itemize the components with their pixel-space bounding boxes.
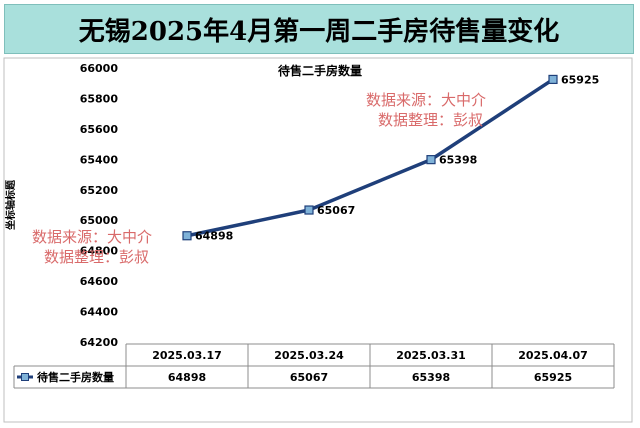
- chart-title: 待售二手房数量: [278, 63, 362, 78]
- data-point: [304, 205, 314, 215]
- data-table: 待售二手房数量 2025.03.17 64898 2025.03.24 65067 20…: [13, 343, 615, 389]
- x-category-label: 2025.04.07: [518, 349, 588, 362]
- watermark-1: 数据来源：大中介 数据整理：彭叔: [366, 90, 486, 130]
- y-axis-ticks: 64200 64400 64600 64800 65000 65200 65400 65600…: [80, 62, 119, 349]
- y-axis-title: 坐标轴标题: [4, 179, 17, 230]
- watermark-1-line2: 数据整理：彭叔: [378, 111, 484, 129]
- y-tick-label: 65600: [80, 123, 119, 136]
- data-label: 65067: [317, 204, 355, 217]
- y-tick-label: 66000: [80, 62, 119, 75]
- x-category-label: 2025.03.31: [396, 349, 466, 362]
- y-tick-label: 65200: [80, 184, 119, 197]
- banner-title: 无锡2025年4月第一周二手房待售量变化: [4, 4, 634, 54]
- y-tick-label: 64600: [80, 275, 119, 288]
- legend-series-name: 待售二手房数量: [36, 370, 114, 384]
- watermark-1-line1: 数据来源：大中介: [366, 91, 487, 109]
- table-value-cell: 64898: [168, 371, 206, 384]
- data-point: [426, 155, 436, 165]
- y-tick-label: 65400: [80, 153, 119, 166]
- data-point: [548, 74, 558, 85]
- y-tick-label: 65800: [80, 92, 119, 105]
- watermark-2-line2: 数据整理：彭叔: [44, 248, 150, 266]
- table-value-cell: 65398: [412, 371, 450, 384]
- data-label: 65925: [561, 73, 599, 86]
- y-tick-label: 64800: [80, 245, 119, 258]
- y-tick-label: 64200: [80, 336, 119, 349]
- table-value-cell: 65067: [290, 371, 328, 384]
- x-category-label: 2025.03.17: [152, 349, 222, 362]
- x-category-label: 2025.03.24: [274, 349, 344, 362]
- y-tick-label: 65000: [80, 214, 119, 227]
- series-line: [186, 77, 554, 238]
- y-tick-label: 64400: [80, 306, 119, 319]
- watermark-2-line1: 数据来源：大中介: [32, 228, 153, 246]
- data-label: 65398: [439, 154, 477, 167]
- plot-area: 64898 65067 65398 65925: [182, 73, 599, 243]
- data-label: 64898: [195, 230, 233, 243]
- legend-key-marker: [21, 373, 29, 381]
- chart-frame: [3, 57, 633, 423]
- watermark-2: 数据来源：大中介 数据整理：彭叔: [32, 227, 152, 267]
- data-point: [182, 231, 192, 241]
- table-value-cell: 65925: [534, 371, 572, 384]
